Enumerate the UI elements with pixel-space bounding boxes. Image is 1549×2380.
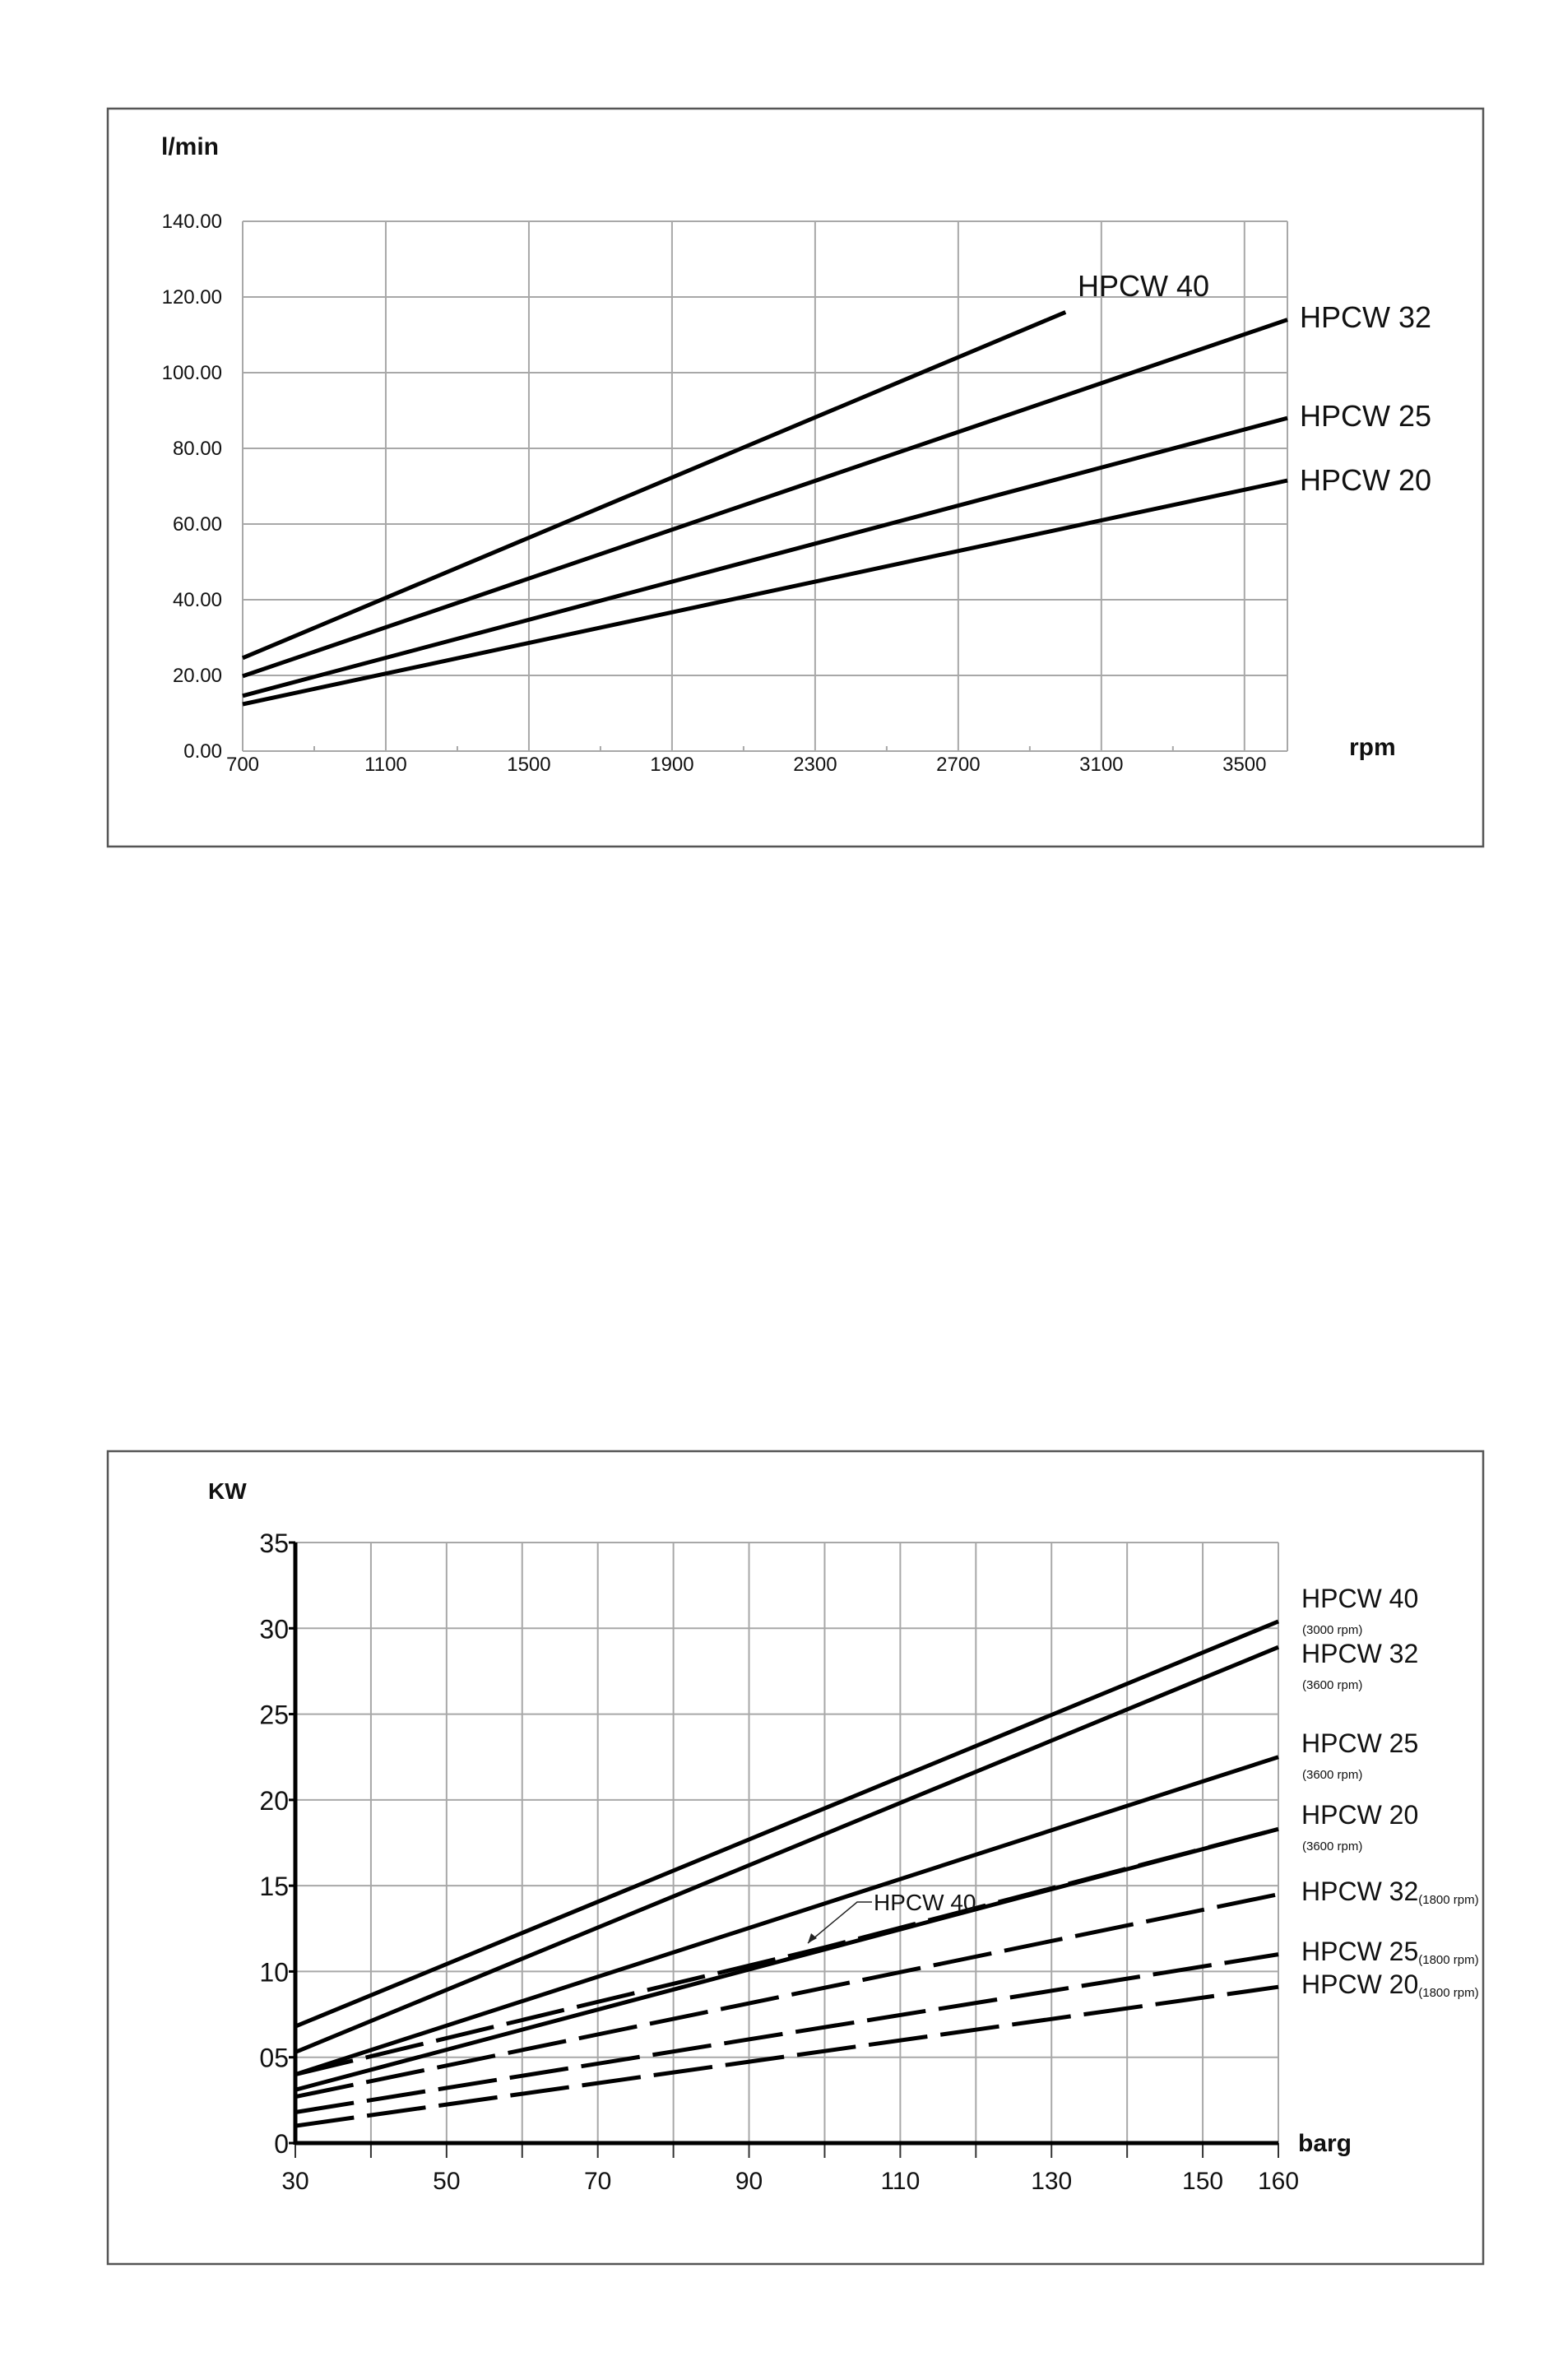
power-x-tick-labels: 30 50 70 90 110 130 150 160 (281, 2143, 1299, 2195)
y-tick-label: 25 (259, 1700, 289, 1730)
power-y-axis-title: KW (208, 1478, 247, 1504)
y-tick-label: 80.00 (173, 438, 222, 460)
y-tick-label: 120.00 (162, 286, 222, 309)
series-line (294, 1755, 1279, 2076)
series-line (294, 1645, 1279, 2054)
x-tick-label: 1500 (507, 754, 550, 776)
series-line (294, 1892, 1279, 2099)
series-label: HPCW 32 (1300, 300, 1431, 334)
x-tick-label: 3100 (1079, 754, 1123, 776)
series-label: HPCW 25(1800 rpm) (1301, 1937, 1479, 1967)
annotation-leader (807, 1901, 872, 1944)
flow-y-axis-title: l/min (161, 133, 219, 160)
x-tick-label: 1100 (364, 754, 407, 776)
x-tick-label: 1900 (650, 754, 693, 776)
flow-x-tick-labels: 700 1100 1500 1900 2300 2700 3100 3500 (226, 754, 1267, 776)
series-sublabel: (3600 rpm) (1302, 1840, 1362, 1853)
series-line (294, 1952, 1279, 2114)
power-axis-lines (293, 1543, 1278, 2146)
y-tick-label: 100.00 (162, 362, 222, 384)
y-tick-label: 40.00 (173, 589, 222, 611)
flow-series-labels: HPCW 40 HPCW 32 HPCW 25 HPCW 20 (1078, 269, 1431, 497)
flow-y-tick-labels: 0.00 20.00 40.00 60.00 80.00 100.00 120.00 140.… (162, 211, 222, 763)
series-label: HPCW 25 (1301, 1728, 1418, 1758)
x-tick-label: 150 (1182, 2168, 1223, 2195)
power-series-lines (294, 1619, 1279, 2128)
series-sublabel: (3000 rpm) (1302, 1623, 1362, 1637)
x-tick-label: 30 (281, 2168, 308, 2195)
power-chart: KW barg 0 05 10 15 20 25 30 35 30 50 70 90 110 130 15… (106, 1450, 1485, 2266)
annotation-label: HPCW 40 (874, 1890, 976, 1915)
flow-chart-frame (106, 107, 1485, 848)
x-tick-label: 700 (226, 754, 259, 776)
series-label: HPCW 32(1800 rpm) (1301, 1877, 1479, 1907)
x-tick-label: 3500 (1222, 754, 1266, 776)
series-line (294, 1984, 1279, 2128)
y-tick-label: 35 (259, 1529, 289, 1558)
x-tick-label: 160 (1258, 2168, 1299, 2195)
power-series-labels: HPCW 40 (3000 rpm) HPCW 32 (3600 rpm) HPCW 2… (1301, 1584, 1479, 2000)
y-tick-label: 0 (274, 2129, 289, 2159)
series-sublabel: (3600 rpm) (1302, 1678, 1362, 1692)
series-label: HPCW 20 (1301, 1800, 1418, 1830)
series-line (242, 310, 1067, 661)
flow-chart: l/min rpm 0.00 20.00 40.00 60.00 80.00 100.00… (106, 107, 1485, 848)
y-tick-label: 60.00 (173, 513, 222, 536)
y-tick-label: 20.00 (173, 665, 222, 687)
arrow-head-icon (808, 1933, 817, 1943)
y-tick-label: 15 (259, 1872, 289, 1901)
series-line (242, 415, 1288, 698)
series-label: HPCW 20 (1300, 463, 1431, 497)
y-tick-label: 30 (259, 1614, 289, 1644)
series-line (294, 1826, 1279, 2092)
series-line (242, 318, 1288, 679)
x-tick-label: 70 (584, 2168, 611, 2195)
series-line (294, 1619, 1279, 2029)
power-chart-frame (106, 1450, 1485, 2266)
series-label: HPCW 32 (1301, 1639, 1418, 1668)
series-label: HPCW 40 (1301, 1584, 1418, 1613)
flow-gridlines (242, 220, 1288, 752)
series-line (242, 478, 1288, 707)
x-tick-label: 90 (735, 2168, 763, 2195)
power-gridlines (294, 1542, 1279, 2144)
flow-series-lines (242, 310, 1288, 707)
series-sublabel: (3600 rpm) (1302, 1768, 1362, 1782)
y-tick-label: 0.00 (183, 740, 222, 763)
series-line (294, 1826, 1279, 2077)
x-tick-label: 2700 (936, 754, 980, 776)
x-tick-label: 50 (433, 2168, 460, 2195)
y-tick-label: 10 (259, 1957, 289, 1987)
x-tick-label: 110 (880, 2168, 920, 2195)
y-tick-label: 05 (259, 2044, 289, 2073)
series-label: HPCW 40 (1078, 269, 1209, 303)
power-annotation: HPCW 40 (807, 1890, 976, 1944)
x-tick-label: 2300 (793, 754, 837, 776)
series-label: HPCW 25 (1300, 399, 1431, 433)
x-tick-label: 130 (1031, 2168, 1072, 2195)
y-tick-label: 140.00 (162, 211, 222, 233)
series-label: HPCW 20(1800 rpm) (1301, 1969, 1479, 2000)
power-x-axis-title: barg (1298, 2130, 1352, 2157)
y-tick-label: 20 (259, 1786, 289, 1816)
power-y-tick-labels: 0 05 10 15 20 25 30 35 (259, 1529, 295, 2159)
flow-x-axis-title: rpm (1349, 734, 1396, 761)
